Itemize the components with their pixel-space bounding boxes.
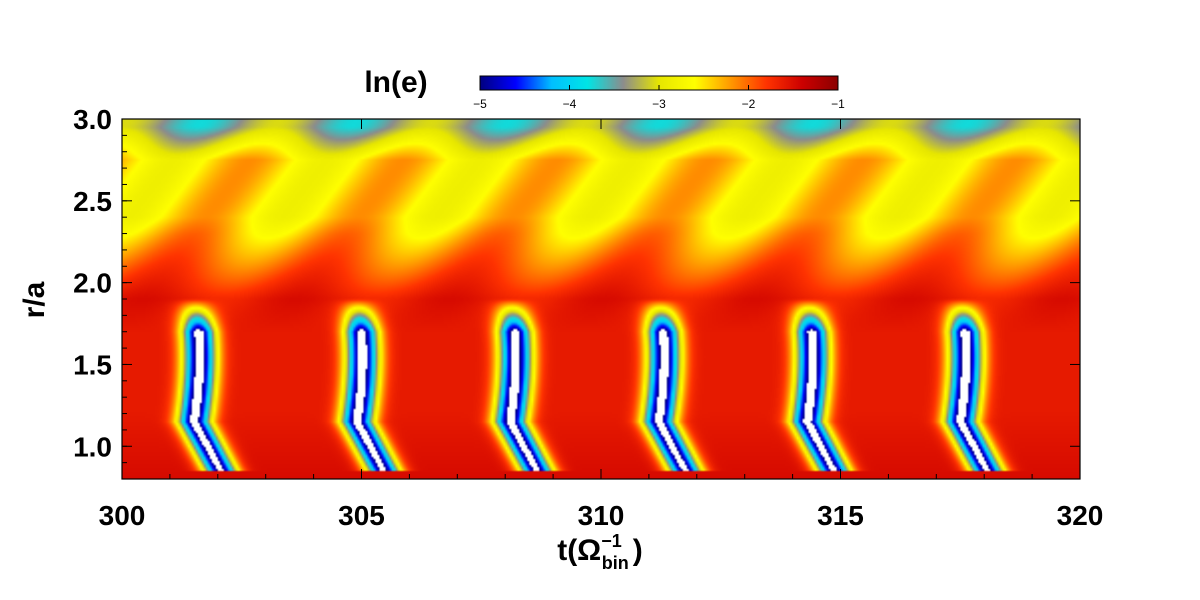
x-axis-title-sup: −1 [601, 531, 622, 551]
heatmap-image [122, 119, 1080, 479]
colorbar-tick-label: −3 [652, 97, 666, 111]
colorbar-tick-label: −1 [831, 97, 845, 111]
y-axis: 1.0 1.5 2.0 2.5 3.0 [73, 104, 1080, 480]
colorbar-tick-label: −4 [563, 97, 577, 111]
x-axis-title: t(Ω−1 bin) [557, 531, 643, 573]
colorbar-title: ln(e) [364, 66, 427, 99]
x-tick-label: 310 [578, 500, 625, 531]
colorbar-ticks: −5 −4 −3 −2 −1 [473, 85, 845, 111]
y-tick-label: 1.0 [73, 431, 112, 462]
colorbar-tick-label: −5 [473, 97, 487, 111]
y-axis-title: r/a [18, 281, 51, 318]
x-axis: 300 305 310 315 320 [99, 119, 1104, 531]
heatmap-area [122, 119, 1080, 479]
x-tick-label: 320 [1057, 500, 1104, 531]
x-axis-title-main: t(Ω [557, 534, 601, 567]
x-tick-label: 305 [338, 500, 385, 531]
x-axis-title-close: ) [633, 534, 643, 567]
x-tick-label: 300 [99, 500, 146, 531]
y-tick-label: 2.0 [73, 268, 112, 299]
x-tick-label: 315 [817, 500, 864, 531]
y-tick-label: 3.0 [73, 104, 112, 135]
colorbar-tick-label: −2 [742, 97, 756, 111]
y-tick-label: 2.5 [73, 186, 112, 217]
y-tick-label: 1.5 [73, 349, 112, 380]
x-axis-title-sub: bin [602, 553, 629, 573]
